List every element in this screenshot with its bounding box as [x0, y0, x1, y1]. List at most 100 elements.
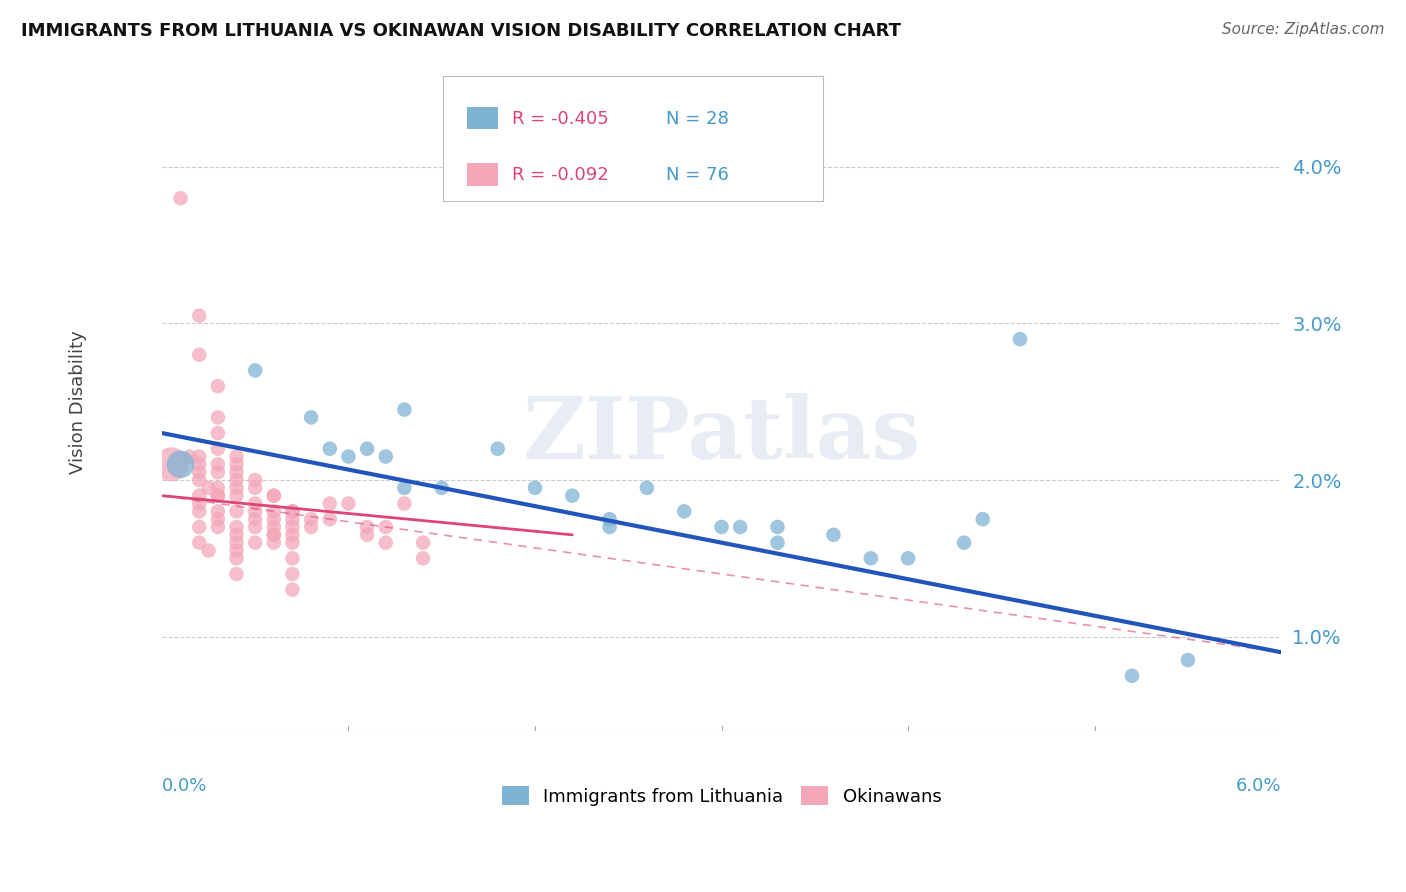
Point	[169, 458, 191, 472]
Point	[897, 551, 920, 566]
Text: Source: ZipAtlas.com: Source: ZipAtlas.com	[1222, 22, 1385, 37]
Point	[188, 489, 211, 503]
Point	[599, 520, 621, 534]
Text: ZIPatlas: ZIPatlas	[523, 392, 921, 476]
Point	[299, 512, 322, 526]
Point	[823, 528, 845, 542]
Point	[207, 504, 229, 518]
Point	[337, 496, 360, 510]
Point	[225, 473, 247, 487]
Point	[225, 465, 247, 479]
Point	[412, 551, 434, 566]
Point	[188, 458, 211, 472]
Point	[319, 442, 342, 456]
Point	[430, 481, 453, 495]
Point	[188, 496, 211, 510]
Point	[243, 363, 266, 377]
Point	[197, 481, 219, 495]
Point	[263, 512, 285, 526]
Point	[243, 512, 266, 526]
Point	[179, 450, 201, 464]
Point	[225, 528, 247, 542]
Point	[263, 520, 285, 534]
Point	[356, 442, 378, 456]
Point	[281, 520, 304, 534]
Point	[374, 520, 396, 534]
Point	[243, 473, 266, 487]
Text: IMMIGRANTS FROM LITHUANIA VS OKINAWAN VISION DISABILITY CORRELATION CHART: IMMIGRANTS FROM LITHUANIA VS OKINAWAN VI…	[21, 22, 901, 40]
Point	[263, 489, 285, 503]
Text: 0.0%: 0.0%	[162, 778, 207, 796]
Point	[207, 410, 229, 425]
Point	[188, 504, 211, 518]
Point	[374, 535, 396, 549]
Point	[356, 528, 378, 542]
Point	[281, 551, 304, 566]
Point	[207, 458, 229, 472]
Point	[207, 489, 229, 503]
Point	[207, 465, 229, 479]
Point	[243, 535, 266, 549]
Point	[207, 442, 229, 456]
Point	[188, 535, 211, 549]
Point	[225, 481, 247, 495]
Point	[188, 520, 211, 534]
Point	[859, 551, 882, 566]
Point	[263, 535, 285, 549]
Point	[207, 481, 229, 495]
Text: R = -0.092: R = -0.092	[512, 166, 609, 184]
Point	[225, 535, 247, 549]
Point	[636, 481, 658, 495]
Point	[561, 489, 583, 503]
Point	[263, 528, 285, 542]
Point	[188, 348, 211, 362]
Point	[953, 535, 976, 549]
Text: Vision Disability: Vision Disability	[69, 330, 87, 474]
Point	[169, 191, 191, 205]
Text: N = 76: N = 76	[666, 166, 730, 184]
Point	[394, 496, 416, 510]
Point	[188, 450, 211, 464]
Point	[281, 512, 304, 526]
Point	[374, 450, 396, 464]
Point	[225, 458, 247, 472]
Point	[599, 512, 621, 526]
Point	[972, 512, 994, 526]
Point	[412, 535, 434, 549]
Point	[337, 450, 360, 464]
Point	[188, 473, 211, 487]
Point	[197, 543, 219, 558]
Point	[263, 504, 285, 518]
Point	[207, 426, 229, 441]
Point	[243, 504, 266, 518]
Point	[673, 504, 696, 518]
Point	[319, 512, 342, 526]
Point	[281, 528, 304, 542]
Point	[160, 458, 183, 472]
Point	[1121, 669, 1143, 683]
Point	[486, 442, 509, 456]
Point	[225, 489, 247, 503]
Point	[188, 465, 211, 479]
Text: R = -0.405: R = -0.405	[512, 110, 609, 128]
Point	[319, 496, 342, 510]
Point	[710, 520, 733, 534]
Point	[225, 551, 247, 566]
Point	[207, 379, 229, 393]
Point	[281, 582, 304, 597]
Point	[225, 543, 247, 558]
Point	[207, 512, 229, 526]
Point	[243, 520, 266, 534]
Point	[766, 535, 789, 549]
Point	[1008, 332, 1031, 346]
Text: N = 28: N = 28	[666, 110, 730, 128]
Point	[766, 520, 789, 534]
Point	[281, 566, 304, 581]
Point	[243, 496, 266, 510]
Point	[207, 489, 229, 503]
Point	[243, 481, 266, 495]
Point	[225, 520, 247, 534]
Point	[394, 481, 416, 495]
Point	[281, 535, 304, 549]
Point	[263, 489, 285, 503]
